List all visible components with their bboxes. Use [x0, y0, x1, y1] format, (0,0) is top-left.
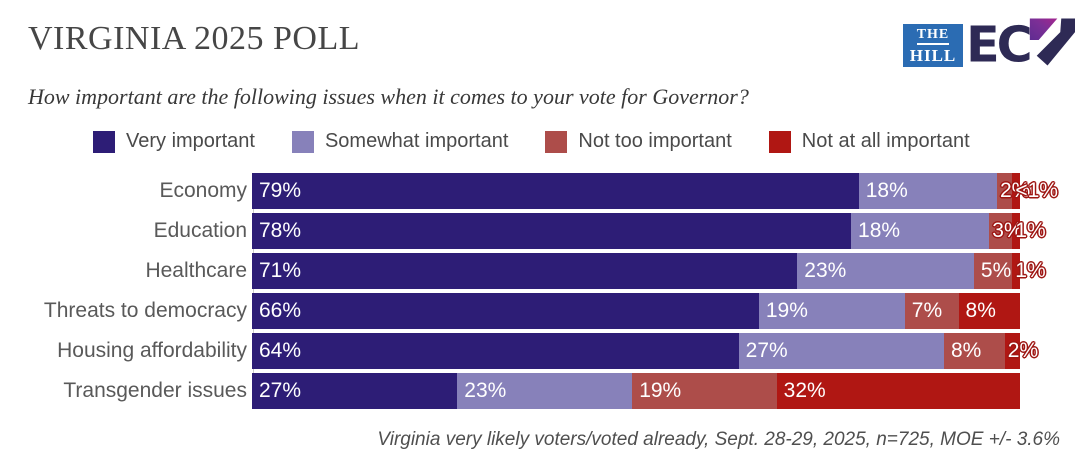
segment-value-label: 79%: [259, 179, 302, 202]
bar-segment: 3%: [989, 213, 1023, 249]
legend-item: Not at all important: [768, 130, 970, 153]
legend-item: Not too important: [545, 130, 732, 153]
bar-row: Healthcare 71% 23% 5% 1%: [0, 253, 1080, 289]
category-label: Economy: [159, 179, 247, 202]
category-label: Healthcare: [145, 259, 247, 282]
page-title: VIRGINIA 2025 POLL: [28, 20, 360, 57]
bar-segment: 19%: [758, 293, 905, 329]
bar-segment: 64%: [252, 333, 739, 369]
segment-value-label: 8%: [950, 339, 982, 362]
the-hill-logo-line2: HILL: [909, 45, 957, 65]
bar-segment: 18%: [851, 213, 990, 249]
segment-value-label: 32%: [783, 379, 826, 402]
bar-segment: 7%: [904, 293, 959, 329]
segment-value-label: 78%: [259, 219, 302, 242]
stacked-bar: 71% 23% 5% 1%: [252, 253, 1046, 289]
stacked-bar: 66% 19% 7% 8%: [252, 293, 1020, 329]
segment-value-label: 1%: [1015, 219, 1046, 242]
category-label: Threats to democracy: [43, 299, 247, 322]
category-label: Housing affordability: [57, 339, 247, 362]
bar-row: Education 78% 18% 3% 1%: [0, 213, 1080, 249]
bar-row: Housing affordability 64% 27% 8% 2%: [0, 333, 1080, 369]
ecp-logo-letters: EC: [969, 16, 1030, 70]
legend-item: Somewhat important: [291, 130, 509, 153]
segment-value-label: 5%: [980, 259, 1012, 282]
bar-segment: 19%: [632, 373, 777, 409]
chart: Economy 79% 18% 2% <1% Education 78% 18% 3% 1% Hea…: [0, 173, 1080, 413]
segment-value-label: 7%: [911, 299, 943, 322]
legend-label: Not at all important: [801, 130, 970, 152]
axis-line: [253, 173, 254, 409]
legend-label: Not too important: [578, 130, 732, 152]
bar-segment: 66%: [252, 293, 759, 329]
bar-segment: 2%: [996, 173, 1030, 209]
segment-value-label: 2%: [1007, 339, 1039, 362]
legend-item: Very important: [93, 130, 255, 153]
bar-segment: 79%: [252, 173, 859, 209]
category-label: Transgender issues: [63, 379, 247, 402]
segment-value-label: 3%: [992, 219, 1023, 242]
segment-value-label: <1%: [1015, 179, 1058, 202]
segment-value-label: 18%: [865, 179, 908, 202]
methodology-note: Virginia very likely voters/voted alread…: [377, 429, 1060, 450]
legend-label: Very important: [126, 130, 255, 152]
bar-segment: <1%: [1012, 173, 1058, 209]
segment-value-label: 64%: [259, 339, 302, 362]
segment-value-label: 27%: [745, 339, 788, 362]
bar-segment: 78%: [252, 213, 852, 249]
segment-value-label: 27%: [259, 379, 302, 402]
legend-swatch: [545, 130, 568, 153]
legend-label: Somewhat important: [324, 130, 509, 152]
bar-segment: 5%: [973, 253, 1013, 289]
poll-question: How important are the following issues w…: [28, 84, 749, 109]
bar-segment: 1%: [1012, 213, 1046, 249]
segment-value-label: 71%: [259, 259, 302, 282]
segment-value-label: 8%: [965, 299, 996, 322]
legend-swatch: [93, 130, 115, 153]
segment-value-label: 2%: [999, 179, 1031, 202]
ecp-logo-dark-flag: [1036, 18, 1075, 66]
category-label: Education: [153, 219, 247, 242]
bar-segment: 27%: [252, 373, 458, 409]
bar-segment: 23%: [797, 253, 974, 289]
ecp-logo: EC: [969, 16, 1075, 70]
bar-segment: 1%: [1012, 253, 1046, 289]
the-hill-logo-line1: THE: [916, 27, 950, 45]
segment-value-label: 66%: [259, 299, 302, 322]
bar-segment: 2%: [1004, 333, 1038, 369]
segment-value-label: 23%: [464, 379, 507, 402]
legend-swatch: [768, 130, 791, 153]
segment-value-label: 1%: [1015, 259, 1046, 282]
bar-segment: 18%: [858, 173, 997, 209]
bar-segment: 23%: [457, 373, 633, 409]
stacked-bar: 27% 23% 19% 32%: [252, 373, 1020, 409]
ecp-logo-purple-flag: [1029, 18, 1058, 41]
bar-segment: 8%: [943, 333, 1005, 369]
legend-swatch: [291, 130, 314, 153]
bar-segment: 71%: [252, 253, 798, 289]
stacked-bar: 64% 27% 8% 2%: [252, 333, 1038, 369]
segment-value-label: 19%: [639, 379, 682, 402]
segment-value-label: 23%: [804, 259, 847, 282]
legend: Very important Somewhat important Not too …: [93, 130, 1007, 153]
the-hill-logo: THE HILL: [903, 24, 963, 67]
segment-value-label: 18%: [858, 219, 901, 242]
bar-row: Economy 79% 18% 2% <1%: [0, 173, 1080, 209]
bar-row: Transgender issues 27% 23% 19% 32%: [0, 373, 1080, 409]
bar-segment: 32%: [776, 373, 1020, 409]
bar-segment: 27%: [738, 333, 944, 369]
segment-value-label: 19%: [765, 299, 808, 322]
bar-segment: 8%: [958, 293, 1020, 329]
stacked-bar: 79% 18% 2% <1%: [252, 173, 1058, 209]
bar-row: Threats to democracy 66% 19% 7% 8%: [0, 293, 1080, 329]
stacked-bar: 78% 18% 3% 1%: [252, 213, 1046, 249]
